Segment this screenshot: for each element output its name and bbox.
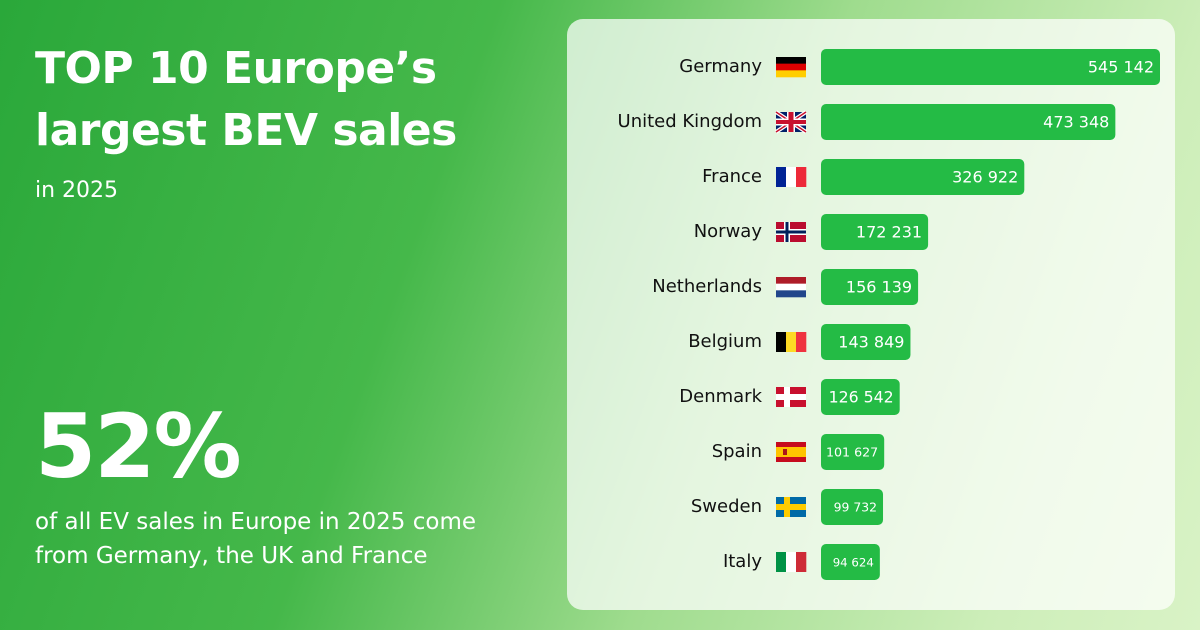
category-label: Netherlands [652, 276, 762, 297]
category-label: Italy [723, 551, 762, 572]
value-label: 99 732 [834, 500, 877, 515]
flag-stripe [796, 552, 807, 572]
bar [821, 379, 900, 415]
flag-cross [776, 120, 806, 124]
value-label: 143 849 [838, 333, 904, 352]
flag-stripe [776, 332, 787, 352]
bar [821, 104, 1116, 140]
bar [821, 49, 1160, 85]
flag-stripe [796, 332, 807, 352]
flag-stripe [776, 277, 806, 284]
value-label: 101 627 [826, 445, 878, 460]
flag [776, 497, 806, 517]
value-label: 156 139 [846, 278, 912, 297]
headline-stat: 52% [35, 395, 242, 498]
flag-stripe [786, 552, 797, 572]
flag-stripe [776, 63, 806, 71]
category-label: United Kingdom [618, 111, 762, 132]
flag-stripe [786, 332, 797, 352]
flag [776, 57, 806, 78]
flag [776, 277, 806, 298]
flag-emblem [783, 449, 787, 455]
flag-stripe [776, 447, 806, 457]
category-label: Denmark [679, 386, 762, 407]
flag [776, 167, 807, 187]
value-label: 545 142 [1088, 58, 1154, 77]
flag-cross [776, 504, 806, 510]
category-label: Belgium [688, 331, 762, 352]
flag-cross [776, 394, 806, 400]
bar [821, 214, 929, 250]
bar [821, 324, 911, 360]
flag-stripe [796, 167, 807, 187]
flag-stripe [776, 283, 806, 291]
flag-stripe [776, 167, 787, 187]
flag [776, 552, 807, 572]
bar [821, 269, 919, 305]
bar [821, 434, 885, 470]
flag [776, 222, 806, 242]
bar [821, 544, 880, 580]
flag-stripe [776, 70, 806, 78]
stat-description: of all EV sales in Europe in 2025 come f… [35, 509, 477, 569]
value-label: 172 231 [856, 223, 922, 242]
flag [776, 387, 806, 407]
flag [776, 442, 806, 462]
category-label: Norway [694, 221, 763, 242]
flag-cross [776, 230, 806, 234]
category-label: Spain [712, 441, 762, 462]
flag-stripe [776, 57, 806, 64]
flag-stripe [786, 167, 797, 187]
title: TOP 10 Europe’s largest BEV sales [35, 43, 457, 156]
category-label: France [702, 166, 762, 187]
value-label: 326 922 [952, 168, 1018, 187]
value-label: 473 348 [1043, 113, 1109, 132]
bar [821, 159, 1025, 195]
flag-stripe [776, 552, 787, 572]
value-label: 94 624 [833, 556, 874, 570]
flag-stripe [776, 290, 806, 298]
category-label: Germany [679, 56, 762, 77]
bar [821, 489, 884, 525]
flag [774, 110, 808, 134]
flag [776, 332, 807, 352]
value-label: 126 542 [829, 388, 894, 407]
subtitle: in 2025 [35, 178, 119, 203]
category-label: Sweden [691, 496, 762, 517]
